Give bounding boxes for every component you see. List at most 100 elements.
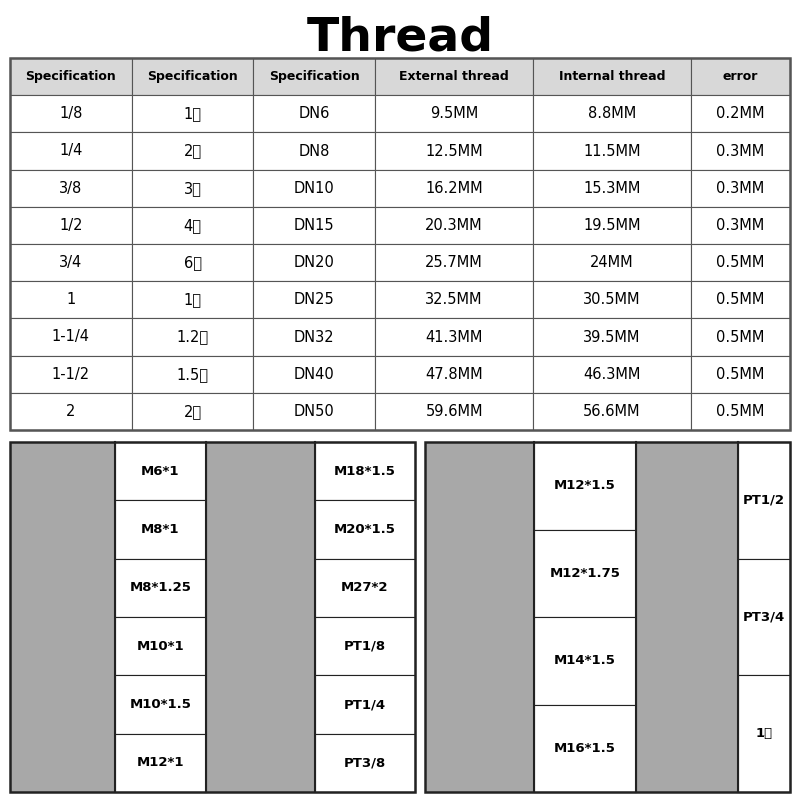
Bar: [315, 734, 415, 792]
Text: 0.5MM: 0.5MM: [716, 404, 765, 419]
Text: 39.5MM: 39.5MM: [583, 330, 641, 345]
Bar: [375, 95, 533, 133]
Bar: [315, 675, 415, 734]
Bar: [115, 617, 206, 675]
Bar: [375, 318, 533, 355]
Text: 56.6MM: 56.6MM: [583, 404, 641, 419]
Bar: [132, 95, 254, 133]
Bar: [315, 442, 415, 500]
Bar: [375, 206, 533, 244]
Bar: [10, 132, 132, 170]
Bar: [132, 393, 254, 430]
Bar: [132, 132, 254, 170]
Bar: [533, 393, 691, 430]
Bar: [10, 58, 790, 430]
Text: DN15: DN15: [294, 218, 334, 233]
Bar: [375, 170, 533, 206]
Text: PT1/2: PT1/2: [743, 494, 785, 507]
Text: 0.3MM: 0.3MM: [716, 181, 765, 196]
Bar: [533, 132, 691, 170]
Bar: [132, 355, 254, 393]
Bar: [315, 500, 415, 558]
Bar: [254, 282, 375, 318]
Bar: [691, 132, 790, 170]
Bar: [533, 58, 691, 95]
Bar: [10, 282, 132, 318]
Text: 1/4: 1/4: [59, 143, 82, 158]
Text: 12.5MM: 12.5MM: [426, 143, 483, 158]
Bar: [738, 675, 790, 792]
Bar: [425, 442, 790, 792]
Text: M18*1.5: M18*1.5: [334, 465, 396, 478]
Bar: [375, 355, 533, 393]
Text: DN6: DN6: [298, 106, 330, 122]
Text: M14*1.5: M14*1.5: [554, 654, 616, 667]
Text: 1寸: 1寸: [755, 727, 773, 740]
Text: PT3/4: PT3/4: [743, 610, 785, 623]
Text: 47.8MM: 47.8MM: [426, 366, 483, 382]
Bar: [254, 393, 375, 430]
Text: Internal thread: Internal thread: [558, 70, 665, 83]
Text: 1-1/4: 1-1/4: [52, 330, 90, 345]
Text: M10*1: M10*1: [137, 640, 184, 653]
Text: 0.5MM: 0.5MM: [716, 255, 765, 270]
Bar: [533, 355, 691, 393]
Bar: [375, 132, 533, 170]
Bar: [534, 617, 636, 705]
Bar: [10, 58, 132, 95]
Text: 6分: 6分: [184, 255, 202, 270]
Text: DN20: DN20: [294, 255, 334, 270]
Bar: [375, 58, 533, 95]
Text: 30.5MM: 30.5MM: [583, 292, 641, 307]
Bar: [375, 244, 533, 282]
Bar: [115, 558, 206, 617]
Text: 4分: 4分: [184, 218, 202, 233]
Text: Specification: Specification: [269, 70, 360, 83]
Text: DN25: DN25: [294, 292, 334, 307]
Bar: [254, 244, 375, 282]
Text: M12*1.75: M12*1.75: [550, 566, 621, 580]
Bar: [738, 558, 790, 675]
Text: 25.7MM: 25.7MM: [426, 255, 483, 270]
Text: DN50: DN50: [294, 404, 334, 419]
Text: DN10: DN10: [294, 181, 334, 196]
Bar: [533, 282, 691, 318]
Text: M6*1: M6*1: [142, 465, 180, 478]
Bar: [691, 58, 790, 95]
Text: 3分: 3分: [184, 181, 202, 196]
Bar: [254, 58, 375, 95]
Text: 0.3MM: 0.3MM: [716, 218, 765, 233]
Text: M12*1: M12*1: [137, 756, 184, 770]
Text: M10*1.5: M10*1.5: [130, 698, 191, 711]
Bar: [115, 734, 206, 792]
Text: PT1/4: PT1/4: [344, 698, 386, 711]
Text: 1/2: 1/2: [59, 218, 82, 233]
Text: 11.5MM: 11.5MM: [583, 143, 641, 158]
Text: 19.5MM: 19.5MM: [583, 218, 641, 233]
Bar: [254, 95, 375, 133]
Text: 9.5MM: 9.5MM: [430, 106, 478, 122]
Text: 0.5MM: 0.5MM: [716, 330, 765, 345]
Bar: [315, 558, 415, 617]
Text: error: error: [722, 70, 758, 83]
Bar: [254, 170, 375, 206]
Bar: [132, 206, 254, 244]
Bar: [691, 393, 790, 430]
Text: 2: 2: [66, 404, 75, 419]
Bar: [533, 244, 691, 282]
Bar: [10, 442, 415, 792]
Text: M20*1.5: M20*1.5: [334, 523, 396, 536]
Bar: [315, 617, 415, 675]
Text: Specification: Specification: [26, 70, 116, 83]
Bar: [132, 244, 254, 282]
Text: 32.5MM: 32.5MM: [426, 292, 483, 307]
Bar: [636, 442, 738, 792]
Bar: [254, 355, 375, 393]
Bar: [254, 206, 375, 244]
Bar: [533, 95, 691, 133]
Text: 46.3MM: 46.3MM: [583, 366, 641, 382]
Text: 0.2MM: 0.2MM: [716, 106, 765, 122]
Bar: [533, 206, 691, 244]
Bar: [132, 318, 254, 355]
Text: 0.5MM: 0.5MM: [716, 366, 765, 382]
